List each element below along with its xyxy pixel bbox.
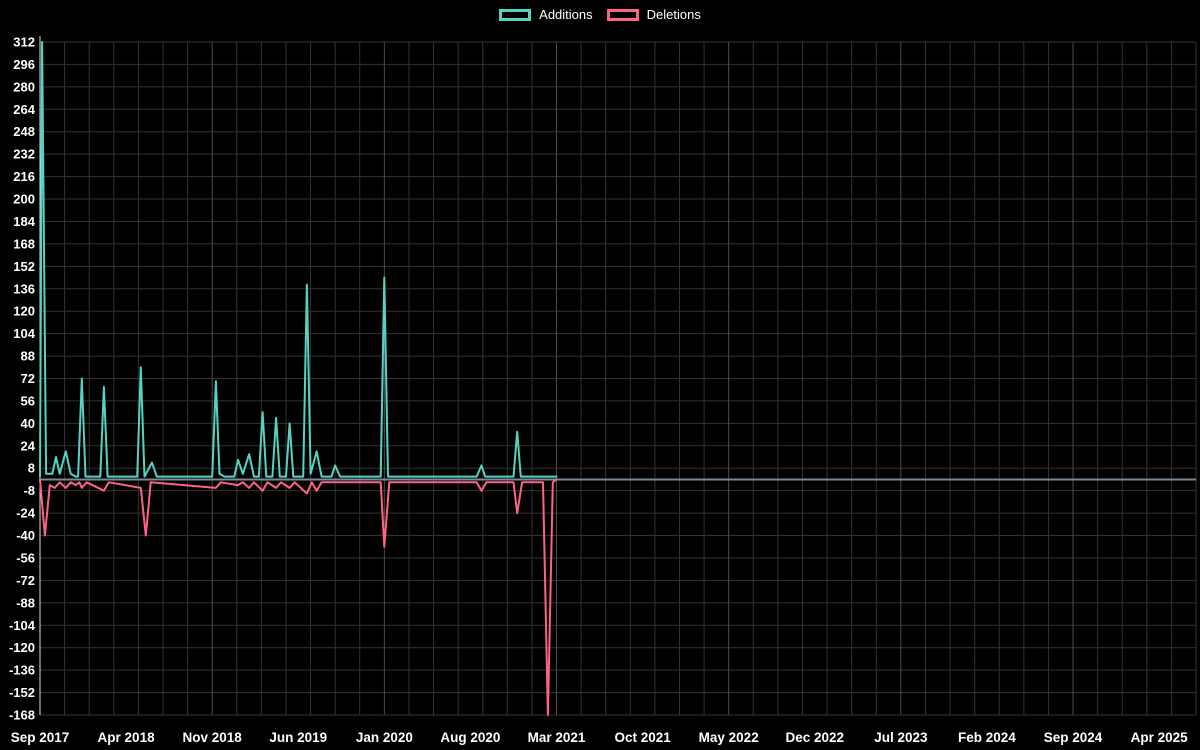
x-tick-label: Mar 2021 [528,730,586,745]
x-tick-label: Jul 2023 [874,730,928,745]
y-tick-label: 72 [21,371,35,386]
y-tick-label: 8 [28,461,35,476]
x-tick-label: Oct 2021 [614,730,671,745]
y-tick-label: 168 [13,236,35,251]
y-tick-label: 264 [13,102,35,117]
legend-item-deletions[interactable]: Deletions [606,7,701,22]
legend-swatch [499,8,532,21]
x-tick-label: Nov 2018 [183,730,243,745]
y-tick-label: -40 [16,528,35,543]
y-tick-label: -24 [16,506,36,521]
y-tick-label: -8 [23,483,35,498]
legend-item-additions[interactable]: Additions [499,7,593,22]
y-tick-label: 312 [13,35,35,50]
y-tick-label: -120 [9,640,35,655]
y-tick-label: 200 [13,192,35,207]
x-tick-label: Sep 2017 [11,730,70,745]
deletions-line [39,478,558,716]
y-tick-label: 184 [13,214,35,229]
chart-legend: Additions Deletions [0,8,1200,21]
y-tick-label: 136 [13,281,35,296]
y-tick-label: 56 [21,393,35,408]
x-tick-label: Apr 2018 [98,730,156,745]
legend-label-deletions: Deletions [646,7,701,22]
y-tick-label: -168 [9,708,35,723]
y-tick-label: 296 [13,57,35,72]
y-tick-label: -136 [9,663,35,678]
y-tick-label: 232 [13,147,35,162]
y-tick-label: 120 [13,304,35,319]
x-tick-label: Feb 2024 [958,730,1016,745]
legend-label-additions: Additions [539,7,593,22]
x-tick-label: Dec 2022 [785,730,844,745]
y-tick-label: -152 [9,685,35,700]
y-tick-label: 152 [13,259,35,274]
y-tick-label: -72 [16,573,35,588]
y-tick-label: -56 [16,550,35,565]
y-tick-label: 248 [13,124,35,139]
x-tick-label: Jan 2020 [356,730,413,745]
x-tick-label: Apr 2025 [1131,730,1189,745]
x-tick-label: May 2022 [699,730,759,745]
y-tick-label: -104 [9,618,36,633]
y-tick-label: -88 [16,595,35,610]
y-tick-label: 88 [21,349,35,364]
legend-swatch [606,8,639,21]
additions-line [39,41,558,478]
x-tick-label: Sep 2024 [1044,730,1103,745]
x-tick-label: Jun 2019 [269,730,327,745]
y-tick-label: 104 [13,326,35,341]
x-tick-label: Aug 2020 [440,730,500,745]
y-tick-label: 216 [13,169,35,184]
y-tick-label: 280 [13,79,35,94]
y-tick-label: 40 [21,416,35,431]
y-tick-label: 24 [21,438,36,453]
